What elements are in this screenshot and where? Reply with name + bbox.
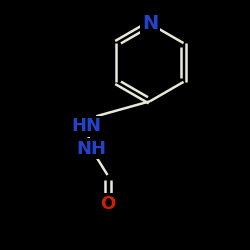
Text: HN: HN <box>71 117 101 135</box>
Text: N: N <box>142 14 158 33</box>
Text: O: O <box>100 195 115 213</box>
Text: NH: NH <box>76 140 106 158</box>
